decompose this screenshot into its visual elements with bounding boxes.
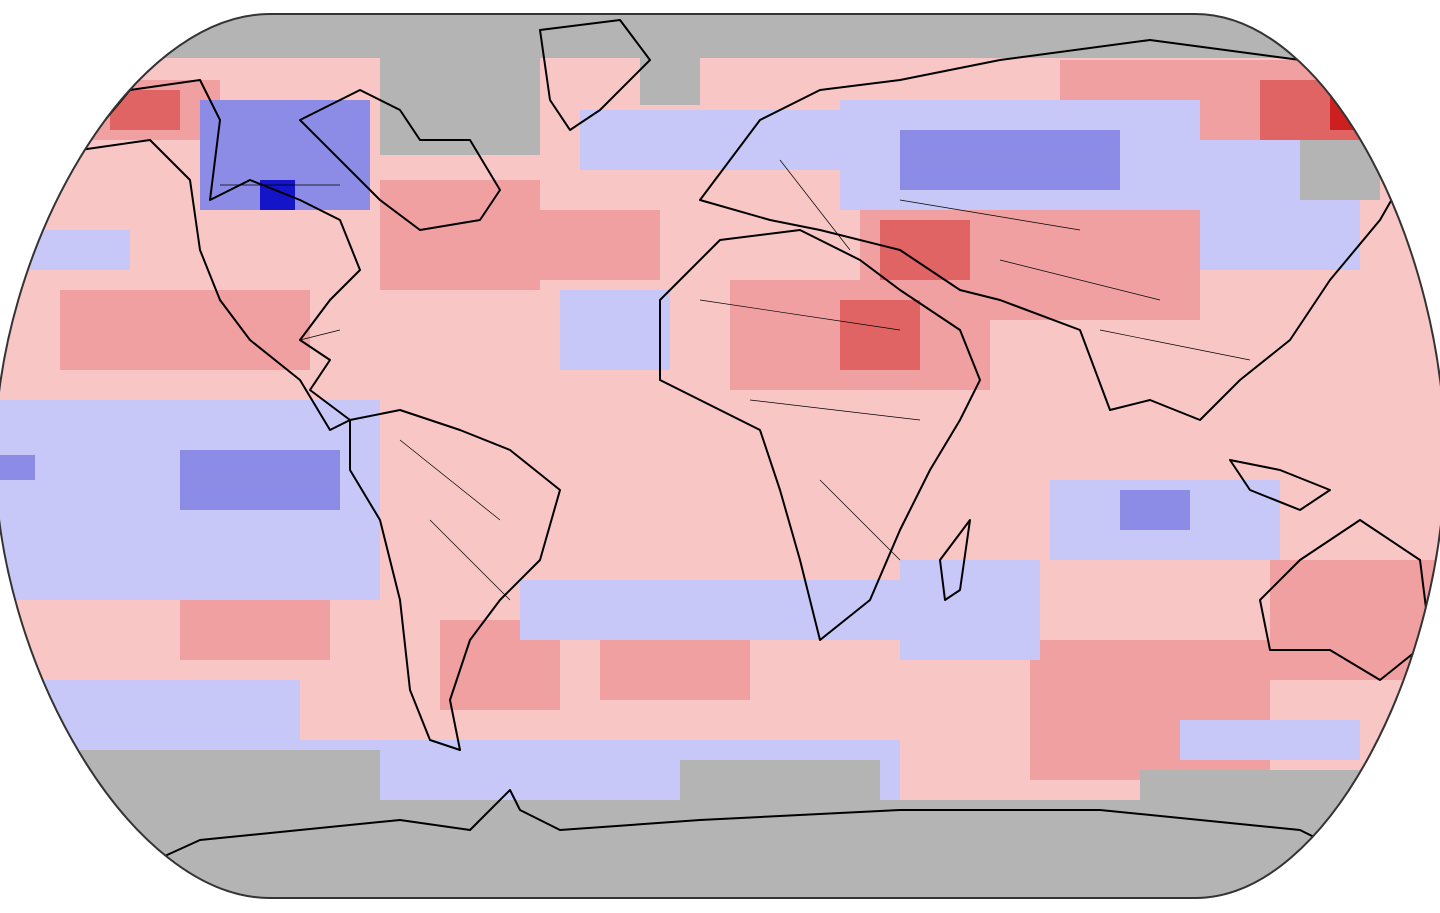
anomaly-cell [640, 55, 700, 105]
anomaly-cell [180, 600, 330, 660]
map-outline [939, 519, 971, 601]
anomaly-cell [580, 110, 840, 170]
anomaly-cell [80, 750, 380, 810]
anomaly-cell [560, 290, 670, 370]
anomaly-cell [900, 560, 1040, 660]
anomaly-cell [0, 800, 1440, 898]
anomaly-cell [180, 450, 340, 510]
anomaly-cell [0, 680, 300, 760]
anomaly-cell [1270, 560, 1440, 680]
anomaly-cell [840, 300, 920, 370]
anomaly-cell [1300, 140, 1380, 200]
map-outline [89, 789, 1401, 891]
anomaly-cell [900, 130, 1120, 190]
anomaly-cell [520, 580, 940, 640]
anomaly-cell [30, 230, 130, 270]
anomaly-cell [1180, 720, 1360, 760]
anomaly-cell [0, 455, 35, 480]
anomaly-cell [0, 14, 1440, 58]
anomaly-cell [1120, 490, 1190, 530]
map-outline [299, 89, 501, 231]
anomaly-cell [1140, 770, 1440, 810]
anomaly-cell [380, 180, 540, 290]
map-outline [659, 229, 981, 641]
anomaly-cell [60, 290, 310, 370]
anomaly-cell [110, 90, 180, 130]
map-outline [220, 159, 1251, 601]
anomaly-cell [680, 760, 880, 810]
anomaly-cell [880, 220, 970, 280]
map-frame [0, 13, 1440, 899]
map-outline [699, 39, 1421, 421]
map-outline [349, 409, 561, 751]
map-outline [1229, 459, 1331, 511]
anomaly-cell [1260, 80, 1430, 140]
map-outline [539, 19, 651, 131]
anomaly-cell [540, 210, 660, 280]
map-outline [79, 79, 361, 431]
anomaly-cell [380, 55, 540, 155]
country-borders [220, 159, 1251, 601]
